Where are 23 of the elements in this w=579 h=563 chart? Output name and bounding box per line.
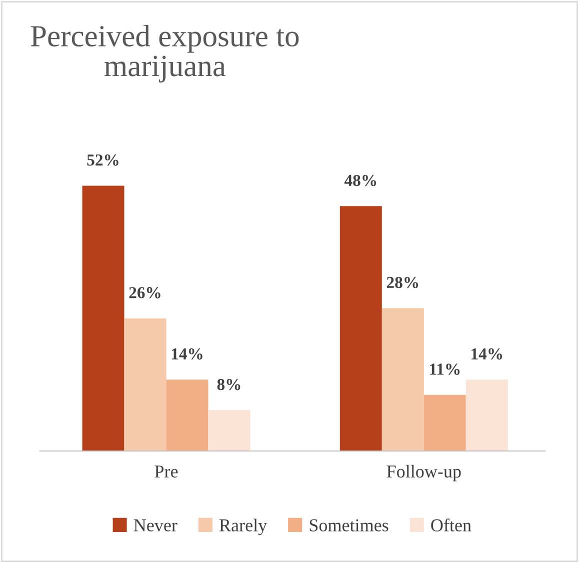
data-label: 28% [386, 276, 418, 288]
bar [424, 394, 466, 451]
x-tick-label: Pre [154, 466, 178, 478]
bar [208, 410, 250, 451]
x-tick-label: Follow-up [386, 464, 461, 482]
data-label: 48% [344, 174, 376, 186]
chart-title: Perceived exposure to marijuana [30, 25, 299, 83]
legend-label: Rarely [220, 518, 268, 536]
bar [124, 318, 166, 451]
bar [466, 380, 508, 451]
legend-label: Often [431, 518, 472, 532]
bar [166, 380, 208, 451]
bar [340, 206, 382, 451]
bar [82, 186, 124, 451]
data-label: 8% [217, 378, 240, 390]
bar [382, 308, 424, 451]
legend-label: Never [134, 519, 178, 532]
data-label: 14% [472, 348, 502, 360]
data-label: 26% [129, 287, 160, 298]
data-label: 14% [172, 348, 202, 360]
data-label: 11% [430, 364, 460, 375]
legend-label: Sometimes [310, 519, 388, 532]
data-label: 52% [87, 154, 118, 166]
